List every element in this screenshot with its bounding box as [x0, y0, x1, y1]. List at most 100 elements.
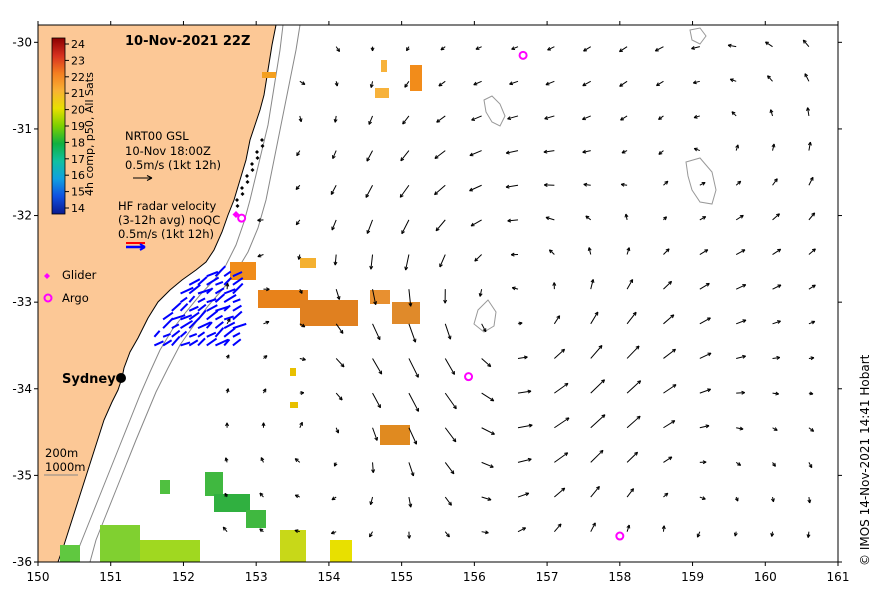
gsl-arrow — [626, 451, 638, 463]
x-tick-label: 154 — [317, 570, 340, 584]
hf-legend-line1: HF radar velocity — [118, 199, 217, 213]
gsl-arrowhead — [299, 421, 303, 426]
gsl-arrow — [772, 248, 781, 255]
gsl-arrow — [626, 524, 630, 532]
gsl-arrowhead — [654, 47, 659, 52]
gsl-arrow — [663, 420, 676, 429]
gsl-arrow — [663, 384, 677, 394]
gsl-arrowhead — [408, 503, 413, 508]
argo-floats — [237, 50, 625, 541]
hf-radar-arrow — [162, 332, 171, 338]
gsl-arrowhead — [582, 116, 586, 121]
gsl-arrowhead — [596, 485, 600, 490]
gsl-arrow — [444, 496, 452, 506]
y-tick-label: -31 — [12, 122, 32, 136]
gsl-arrowhead — [742, 354, 746, 359]
hf-radar-arrow — [214, 314, 223, 321]
gsl-arrow — [481, 496, 492, 501]
gsl-arrow — [691, 46, 700, 50]
gsl-arrowhead — [452, 405, 457, 410]
gsl-arrow — [408, 496, 412, 508]
gsl-arrowhead — [440, 46, 445, 51]
hf-radar-arrow — [188, 284, 201, 295]
gsl-arrowhead — [731, 111, 736, 116]
hf-radar-arrow — [223, 293, 237, 304]
hf-radar-arrow — [214, 293, 226, 303]
gsl-arrow — [663, 248, 670, 255]
gsl-arrow — [444, 427, 457, 443]
gsl-arrowhead — [811, 212, 816, 217]
gsl-arrowhead — [582, 149, 587, 154]
hf-radar-arrow — [223, 338, 231, 347]
gsl-arrow — [444, 392, 457, 410]
gsl-arrow — [735, 214, 744, 221]
hf-radar-arrow — [153, 330, 161, 338]
gsl-arrowhead — [632, 311, 637, 316]
gsl-arrow — [626, 279, 634, 290]
hf-radar-arrow — [214, 287, 225, 295]
gsl-arrow — [517, 527, 526, 533]
hf-radar-arrow — [215, 305, 230, 312]
gsl-arrow — [435, 219, 446, 232]
hf-radar-arrow — [188, 278, 201, 286]
hf-radar-arrow — [223, 304, 231, 312]
gsl-arrowhead — [507, 116, 512, 120]
x-tick-label: 156 — [463, 570, 486, 584]
colorbar-tick-label: 22 — [71, 71, 85, 84]
gsl-arrow — [444, 358, 455, 375]
gsl-arrowhead — [509, 81, 514, 86]
gsl-arrow — [438, 80, 446, 87]
gsl-arrowhead — [376, 336, 381, 341]
gsl-arrow — [511, 46, 519, 50]
sst-patches — [60, 60, 422, 562]
gsl-arrowhead — [707, 352, 712, 357]
gsl-arrowhead — [777, 248, 782, 253]
hf-radar-arrow — [232, 282, 244, 295]
gsl-arrowhead — [701, 181, 706, 186]
gsl-arrowhead — [599, 449, 604, 454]
gsl-arrowhead — [626, 247, 631, 252]
hf-radar-arrow — [188, 305, 199, 312]
gsl-arrow — [481, 461, 494, 468]
x-tick-label: 153 — [245, 570, 268, 584]
gsl-arrowhead — [543, 149, 548, 154]
gsl-arrowhead — [777, 284, 782, 289]
gsl-arrow — [335, 358, 345, 368]
gsl-arrow — [331, 219, 337, 231]
gsl-arrowhead — [413, 440, 418, 445]
x-tick-label: 151 — [99, 570, 122, 584]
gsl-arrow — [765, 41, 773, 48]
gsl-arrowhead — [656, 82, 660, 87]
gsl-arrowhead — [451, 370, 456, 375]
hf-radar-arrow — [232, 322, 247, 330]
argo-float — [615, 531, 625, 541]
depth-label-200m: 200m — [45, 446, 78, 460]
gsl-arrowhead — [735, 144, 740, 149]
gsl-arrow — [434, 150, 446, 159]
gsl-arrow — [517, 356, 528, 359]
credit-text: © IMOS 14-Nov-2021 14:41 Hobart — [858, 354, 872, 566]
glider-track — [232, 138, 265, 218]
gsl-arrowhead — [810, 356, 815, 361]
x-tick-label: 158 — [608, 570, 631, 584]
gsl-arrowhead — [226, 318, 231, 323]
gsl-arrowhead — [474, 257, 479, 262]
gsl-arrowhead — [777, 320, 781, 324]
glider-position — [235, 198, 239, 202]
gsl-arrowhead — [439, 263, 443, 268]
hf-radar-arrow — [171, 302, 182, 312]
gsl-arrow — [436, 115, 446, 123]
gsl-arrowhead — [527, 389, 532, 394]
hf-radar-arrow — [232, 332, 241, 338]
gsl-arrowhead — [332, 155, 336, 159]
gsl-arrow — [735, 249, 746, 255]
gsl-arrow — [582, 150, 591, 153]
gsl-arrow — [481, 427, 495, 435]
gsl-arrowhead — [446, 533, 450, 538]
gsl-arrow — [474, 254, 482, 262]
gsl-arrowhead — [806, 107, 810, 112]
gsl-arrow — [626, 415, 641, 429]
gsl-arrowhead — [528, 423, 533, 428]
gsl-arrow — [368, 115, 374, 125]
y-tick-label: -32 — [12, 209, 32, 223]
